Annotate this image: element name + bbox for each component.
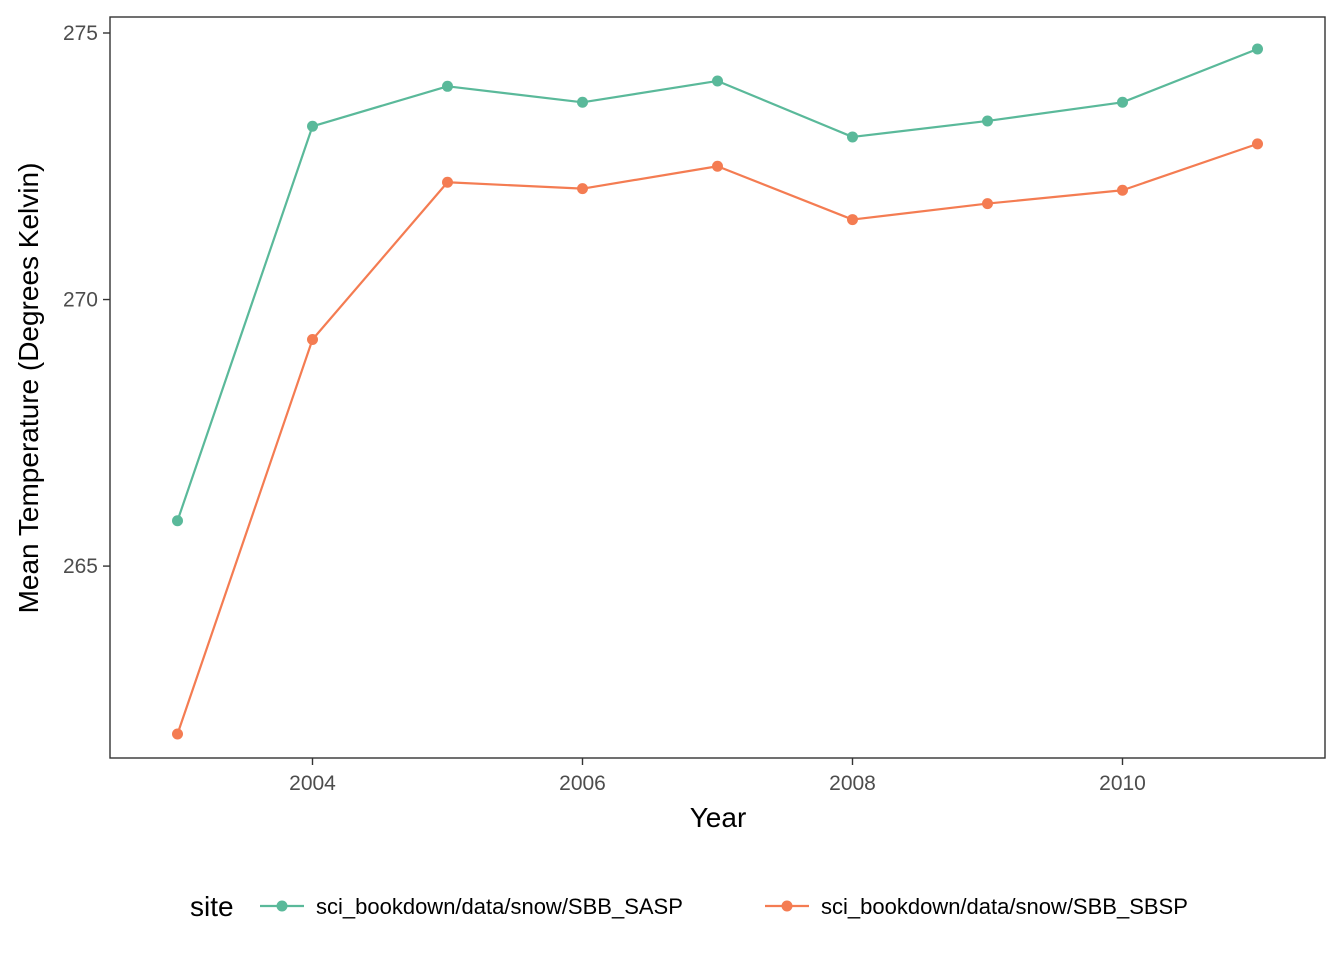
series-2-point [172,728,183,740]
series-1-point [172,515,183,527]
series-2-point [847,214,858,226]
legend-key-point-1 [276,900,288,912]
legend-key-point-2 [781,900,793,912]
plot-marks [172,43,1263,740]
series-2-point [307,334,318,346]
series-1-point [577,96,588,108]
y-tick-label: 270 [63,289,98,312]
series-1-point [307,120,318,132]
series-2-point [982,198,993,210]
series-2-point [712,160,723,172]
legend: site sci_bookdown/data/snow/SBB_SASP sci_… [190,891,1188,922]
series-2-point [1252,138,1263,150]
legend-title: site [190,891,234,922]
series-2-point [442,176,453,188]
series-1-point [847,131,858,143]
series-1-point [1252,43,1263,55]
x-tick-label: 2008 [829,772,876,795]
y-axis-title: Mean Temperature (Degrees Kelvin) [13,163,44,614]
axes: 2004 2006 2008 2010 265 270 275 [63,22,1146,795]
series-2-point [577,183,588,195]
series-line-2 [176,142,1258,735]
x-tick-label: 2004 [289,772,336,795]
x-tick-label: 2010 [1099,772,1146,795]
y-tick-label: 275 [63,22,98,45]
panel-border [109,16,1326,759]
y-tick-label: 265 [63,555,98,578]
series-2-point [1117,184,1128,196]
series-1-point [982,115,993,127]
series-1-point [442,80,453,92]
x-tick-label: 2006 [559,772,606,795]
x-axis-title: Year [690,802,747,833]
series-line-1 [176,47,1258,522]
legend-label-1: sci_bookdown/data/snow/SBB_SASP [316,894,683,919]
series-1-point [1117,96,1128,108]
legend-label-2: sci_bookdown/data/snow/SBB_SBSP [821,894,1188,919]
series-1-point [712,75,723,87]
